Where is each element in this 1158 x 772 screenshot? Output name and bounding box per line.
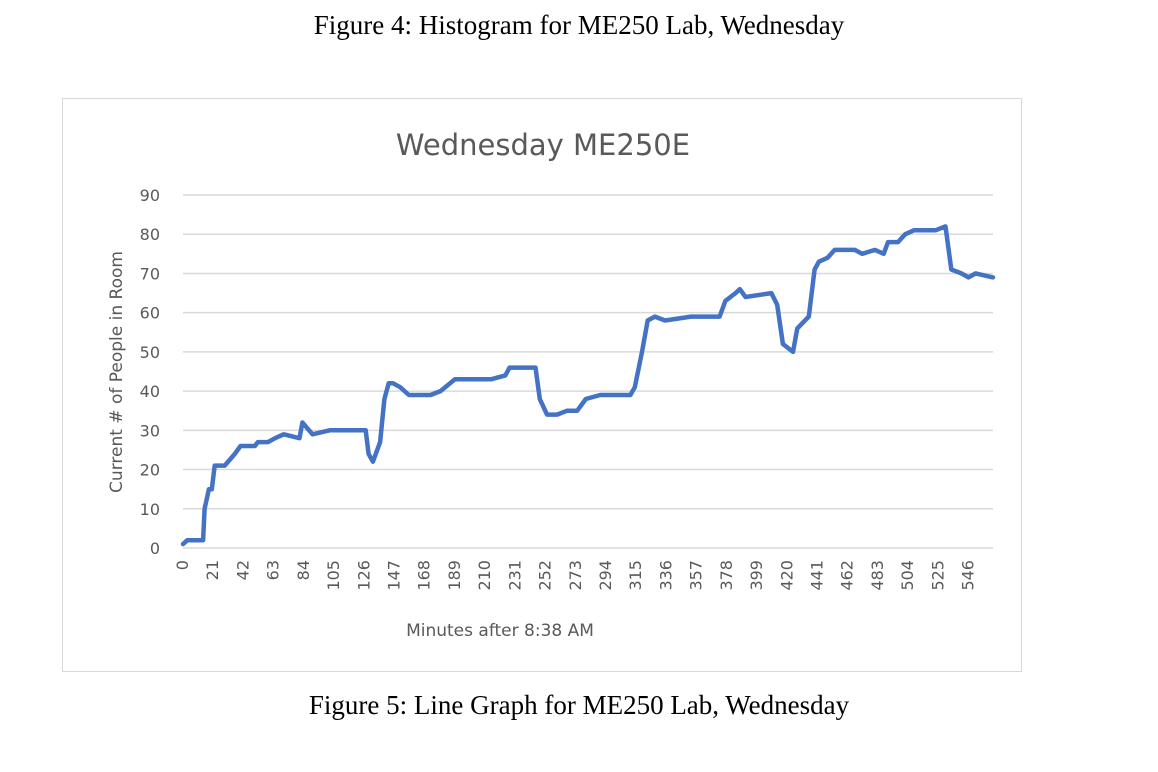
x-axis-label: Minutes after 8:38 AM	[406, 621, 594, 641]
chart-title: Wednesday ME250E	[396, 128, 690, 162]
y-tick-label: 60	[140, 304, 160, 323]
series-line	[180, 224, 996, 547]
x-tick-label: 462	[838, 560, 857, 591]
x-tick-label: 315	[626, 560, 645, 591]
x-tick-label: 210	[475, 560, 494, 591]
x-tick-label: 483	[868, 560, 887, 591]
x-tick-label: 441	[807, 560, 826, 591]
x-tick-label: 0	[173, 560, 192, 570]
x-tick-label: 252	[536, 560, 555, 591]
x-tick-label: 273	[566, 560, 585, 591]
x-tick-label: 126	[354, 560, 373, 591]
x-tick-label: 294	[596, 560, 615, 591]
y-axis-label: Current # of People in Room	[107, 251, 127, 493]
y-tick-label: 30	[140, 421, 160, 440]
x-tick-label: 420	[777, 560, 796, 591]
top-caption: Figure 4: Histogram for ME250 Lab, Wedne…	[313, 10, 845, 40]
x-tick-label: 42	[233, 560, 252, 580]
y-tick-label: 40	[140, 382, 160, 401]
x-tick-label: 189	[445, 560, 464, 591]
y-tick-label: 50	[140, 343, 160, 362]
bottom-caption: Figure 5: Line Graph for ME250 Lab, Wedn…	[308, 690, 850, 720]
x-tick-label: 168	[415, 560, 434, 591]
x-tick-label: 147	[384, 560, 403, 591]
y-tick-label: 90	[140, 186, 160, 205]
x-tick-label: 357	[687, 560, 706, 591]
chart-frame	[62, 98, 1022, 672]
y-tick-label: 0	[150, 539, 160, 558]
y-tick-label: 70	[140, 264, 160, 283]
x-tick-label: 378	[717, 560, 736, 591]
y-tick-label: 80	[140, 225, 160, 244]
x-tick-label: 84	[294, 560, 313, 580]
x-tick-label: 546	[959, 560, 978, 591]
x-tick-label: 504	[898, 560, 917, 591]
x-tick-label: 399	[747, 560, 766, 591]
y-tick-label: 10	[140, 500, 160, 519]
x-tick-label: 336	[656, 560, 675, 591]
x-tick-label: 105	[324, 560, 343, 591]
y-tick-label: 20	[140, 461, 160, 480]
x-tick-label: 21	[203, 560, 222, 580]
x-tick-label: 63	[264, 560, 283, 580]
x-tick-label: 525	[928, 560, 947, 591]
x-tick-label: 231	[505, 560, 524, 591]
